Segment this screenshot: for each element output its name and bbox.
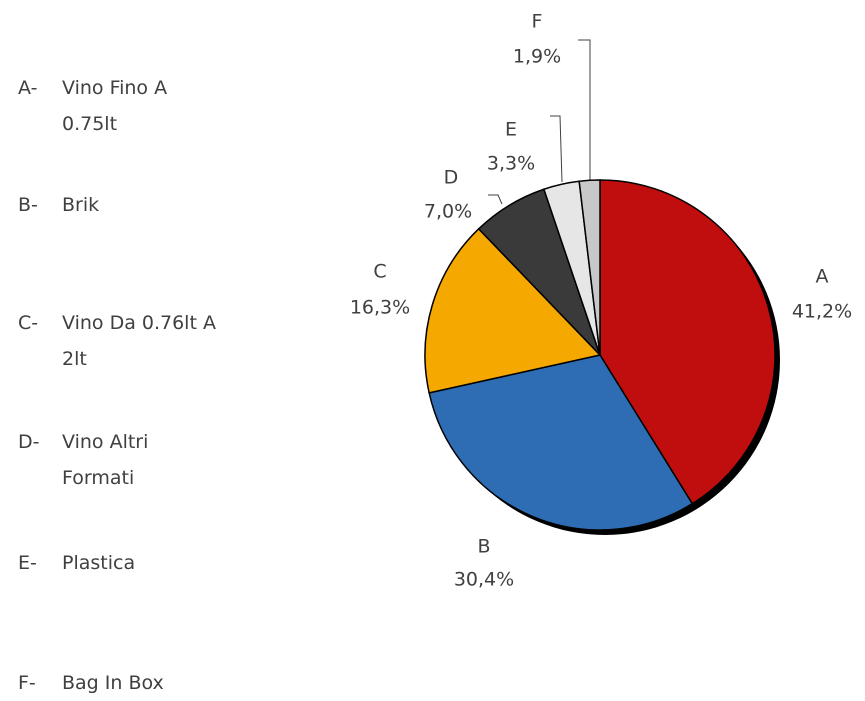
- legend-key: F-: [18, 672, 36, 694]
- legend-text: Bag In Box: [62, 672, 164, 694]
- legend-key: C-: [18, 312, 39, 334]
- pie-slice: [599, 179, 776, 505]
- legend-key: E-: [18, 552, 37, 574]
- slice-category: E: [505, 119, 517, 141]
- legend-key: D-: [18, 431, 40, 453]
- leader-line: [488, 194, 503, 205]
- legend-key: B-: [18, 194, 38, 216]
- slice-category: D: [444, 167, 459, 189]
- legend-item: C- Vino Da 0.76lt A 2lt: [18, 305, 278, 377]
- legend-item: B- Brik: [18, 187, 278, 223]
- slice-value-label: 3,3%: [487, 153, 535, 175]
- legend-key: A-: [18, 77, 38, 99]
- legend-item: D- Vino Altri Formati: [18, 424, 278, 496]
- slice-value-label: 30,4%: [454, 569, 514, 591]
- leader-line: [550, 115, 563, 183]
- legend-text: Vino Da 0.76lt A 2lt: [62, 312, 216, 370]
- legend-item: E- Plastica: [18, 545, 278, 581]
- slice-value-label: 7,0%: [424, 201, 472, 223]
- slice-category: B: [477, 536, 490, 558]
- leader-line: [578, 39, 591, 180]
- slice-category: F: [532, 11, 543, 33]
- slice-value-label: 16,3%: [350, 297, 410, 319]
- legend-text: Brik: [62, 194, 100, 216]
- legend-text: Plastica: [62, 552, 136, 574]
- legend-item: A- Vino Fino A 0.75lt: [18, 70, 278, 142]
- slice-category: C: [373, 261, 386, 283]
- pie-slice: [428, 354, 694, 531]
- pie-slice: [578, 179, 601, 356]
- legend-text: Vino Altri Formati: [62, 431, 149, 489]
- legend-item: F- Bag In Box: [18, 665, 278, 701]
- legend-text: Vino Fino A 0.75lt: [62, 77, 168, 135]
- slice-value-label: 41,2%: [792, 301, 852, 323]
- slice-value-label: 1,9%: [513, 46, 561, 68]
- pie-slice: [424, 227, 602, 394]
- slice-category: A: [816, 266, 829, 288]
